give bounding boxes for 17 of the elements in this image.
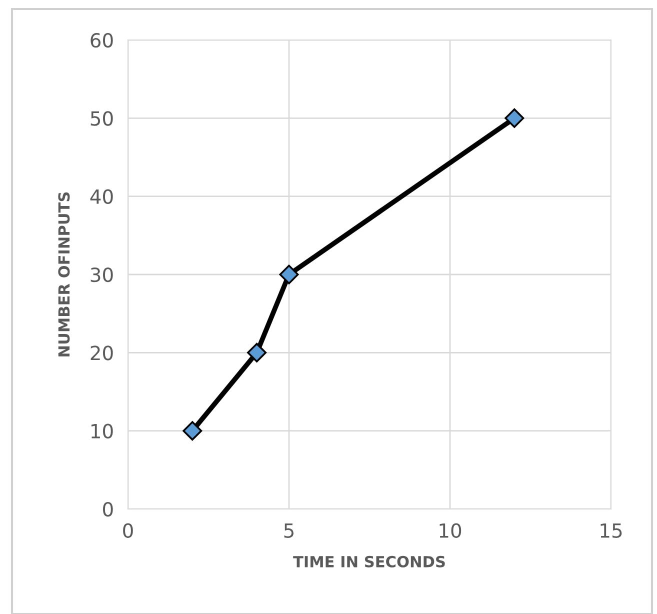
x-tick-label: 10 — [440, 523, 462, 538]
x-tick-label: 5 — [284, 523, 294, 538]
y-tick-label: 10 — [92, 424, 113, 438]
y-tick-label: 50 — [90, 111, 113, 126]
point — [504, 108, 524, 128]
point — [279, 264, 299, 284]
x-axis-title: TIME IN SECONDS — [293, 556, 445, 568]
y-tick-label: 40 — [90, 189, 113, 204]
point — [247, 342, 267, 362]
y-tick-label: 60 — [90, 32, 113, 48]
x-tick-label: 0 — [123, 523, 133, 538]
y-tick-label: 30 — [90, 267, 113, 282]
point — [182, 421, 202, 441]
y-tick-label: 20 — [90, 346, 113, 360]
y-axis-title: NUMBER OFINPUTS — [58, 192, 70, 356]
x-tick-label: 15 — [600, 523, 622, 538]
y-tick-label: 0 — [103, 502, 113, 517]
